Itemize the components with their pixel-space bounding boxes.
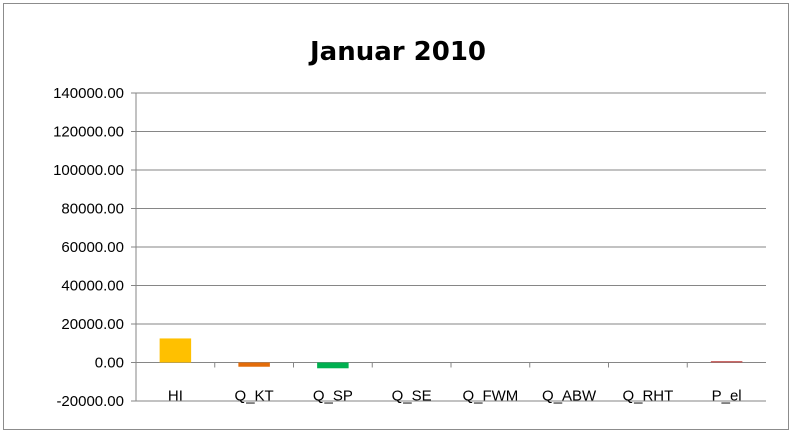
x-tick-label-q-fwm: Q_FWM xyxy=(462,388,518,405)
axes xyxy=(131,92,688,402)
y-tick-label-1: 120000.00 xyxy=(53,124,124,141)
x-tick-label-q-kt: Q_KT xyxy=(235,388,274,405)
y-tick-label-0: 140000.00 xyxy=(53,85,124,102)
y-tick-label-3: 80000.00 xyxy=(61,201,124,218)
y-tick-label-2: 100000.00 xyxy=(53,162,124,179)
x-tick-label-q-sp: Q_SP xyxy=(313,388,353,405)
x-tick-label-q-se: Q_SE xyxy=(392,388,432,405)
bar-hi xyxy=(159,338,192,363)
bar-p-el xyxy=(710,361,743,363)
y-tick-label-4: 60000.00 xyxy=(61,239,124,256)
bar-chart: Januar 2010 140000.00 120000.00 100000.00 8… xyxy=(53,37,766,410)
bars xyxy=(159,338,743,369)
y-tick-label-6: 20000.00 xyxy=(61,316,124,333)
x-tick-label-p-el: P_el xyxy=(712,388,742,405)
chart-frame: Januar 2010 140000.00 120000.00 100000.00 8… xyxy=(3,3,789,430)
gridlines xyxy=(136,92,766,402)
x-tick-label-q-abw: Q_ABW xyxy=(542,388,597,405)
chart-title: Januar 2010 xyxy=(308,37,486,67)
y-tick-labels: 140000.00 120000.00 100000.00 80000.00 60000… xyxy=(53,85,124,410)
y-tick-label-8: -20000.00 xyxy=(56,393,124,410)
x-tick-label-q-rht: Q_RHT xyxy=(622,388,673,405)
y-tick-label-5: 40000.00 xyxy=(61,278,124,295)
y-tick-label-7: 0.00 xyxy=(95,355,124,372)
bar-q-sp xyxy=(317,362,349,369)
x-tick-labels: HI Q_KT Q_SP Q_SE Q_FWM Q_ABW Q_RHT P_el xyxy=(168,388,742,405)
x-tick-label-hi: HI xyxy=(168,388,183,405)
bar-q-kt xyxy=(238,362,270,367)
